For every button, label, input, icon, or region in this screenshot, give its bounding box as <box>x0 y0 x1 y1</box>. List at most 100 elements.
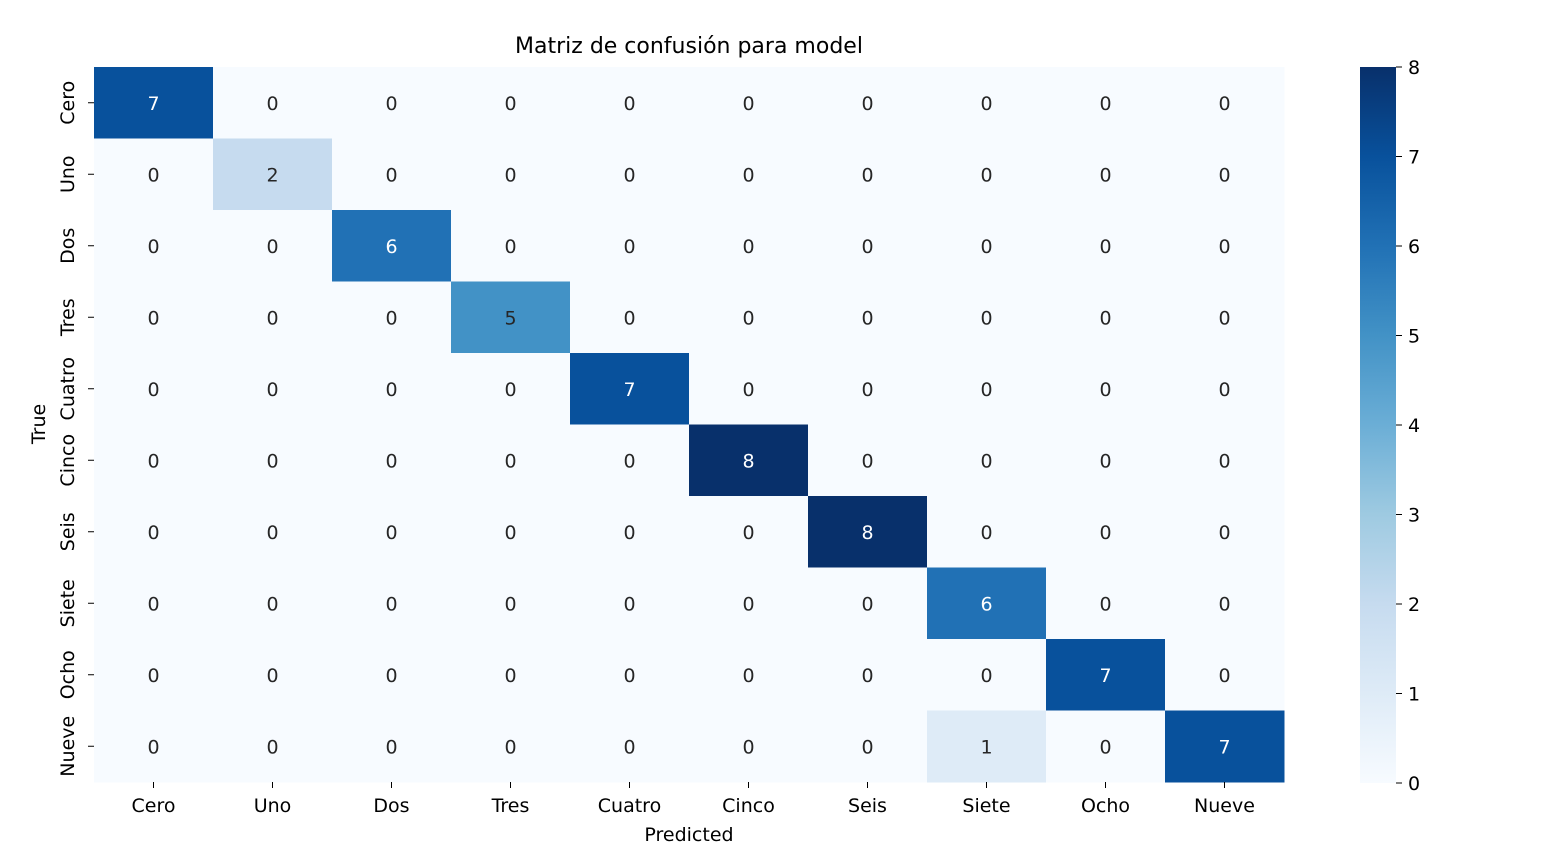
cell-value-label: 0 <box>623 450 635 472</box>
x-tick-label: Cero <box>132 795 176 817</box>
heatmap-cell <box>94 210 214 282</box>
heatmap-cell <box>570 210 690 282</box>
heatmap-cell <box>213 639 333 711</box>
x-tick-label: Dos <box>373 795 409 817</box>
cell-value-label: 0 <box>385 593 397 615</box>
heatmap-cell <box>1046 424 1166 497</box>
cell-value-label: 0 <box>266 379 278 401</box>
heatmap-cell <box>94 710 214 783</box>
heatmap-cell <box>927 353 1047 425</box>
heatmap-cell <box>1165 567 1285 640</box>
cell-value-label: 0 <box>1218 665 1230 687</box>
y-tick-label: Cero <box>57 81 79 125</box>
heatmap-cell <box>927 710 1047 783</box>
cell-value-label: 0 <box>266 522 278 544</box>
cell-value-label: 0 <box>1099 93 1111 115</box>
colorbar-tick-label: 6 <box>1408 236 1420 258</box>
x-tick-label: Ocho <box>1081 795 1130 817</box>
cell-value-label: 0 <box>147 379 159 401</box>
heatmap-cell <box>1046 353 1166 425</box>
cell-value-label: 0 <box>266 236 278 258</box>
cell-value-label: 0 <box>504 93 516 115</box>
cell-value-label: 0 <box>504 450 516 472</box>
heatmap-cell <box>570 138 690 211</box>
y-tick-label: Uno <box>57 155 79 193</box>
heatmap-cell <box>570 353 690 425</box>
heatmap-cell <box>689 639 809 711</box>
heatmap-cell <box>1165 138 1285 211</box>
heatmap-cell <box>1165 496 1285 568</box>
cell-value-label: 0 <box>1218 164 1230 186</box>
cell-value-label: 0 <box>980 450 992 472</box>
cell-value-label: 0 <box>266 93 278 115</box>
cell-value-label: 0 <box>1099 379 1111 401</box>
heatmap-cell <box>332 567 452 640</box>
cell-value-label: 0 <box>861 665 873 687</box>
y-tick-label: Cinco <box>57 434 79 487</box>
heatmap-cell <box>94 138 214 211</box>
heatmap-cell <box>689 138 809 211</box>
heatmap-cell <box>94 353 214 425</box>
y-tick-label: Siete <box>57 579 79 627</box>
cell-value-label: 0 <box>623 236 635 258</box>
cell-value-label: 7 <box>147 93 159 115</box>
heatmap-cell <box>689 496 809 568</box>
y-tick-label: Seis <box>57 512 79 551</box>
cell-value-label: 0 <box>861 379 873 401</box>
cell-value-label: 0 <box>266 665 278 687</box>
colorbar-tick-label: 0 <box>1408 773 1420 795</box>
heatmap-cell <box>927 210 1047 282</box>
heatmap-cell <box>451 567 571 640</box>
x-axis-ticks: Cero Uno Dos Tres Cuatro Cinco Seis Siete Ocho Nu… <box>132 782 1255 817</box>
heatmap-cell <box>332 210 452 282</box>
y-axis-ticks: Cero Uno Dos Tres Cuatro Cinco Seis Siete Ocho Nu… <box>57 81 94 777</box>
cell-value-label: 0 <box>1218 236 1230 258</box>
heatmap-cell <box>1046 281 1166 354</box>
cell-value-label: 0 <box>147 307 159 329</box>
cell-value-label: 0 <box>742 307 754 329</box>
cell-value-label: 0 <box>266 736 278 758</box>
cell-value-label: 0 <box>861 307 873 329</box>
cell-value-label: 0 <box>1099 164 1111 186</box>
heatmap-cell <box>689 281 809 354</box>
cell-value-label: 0 <box>980 236 992 258</box>
cell-value-label: 0 <box>980 164 992 186</box>
cell-value-label: 0 <box>504 379 516 401</box>
heatmap-cell <box>927 138 1047 211</box>
cell-value-label: 0 <box>147 450 159 472</box>
cell-value-label: 0 <box>504 665 516 687</box>
heatmap-cell <box>332 639 452 711</box>
cell-value-label: 0 <box>861 93 873 115</box>
cell-value-label: 2 <box>266 164 278 186</box>
heatmap-cell <box>213 496 333 568</box>
cell-value-label: 0 <box>980 665 992 687</box>
heatmap-cell <box>689 424 809 497</box>
cell-value-label: 0 <box>742 736 754 758</box>
cell-value-label: 0 <box>1218 450 1230 472</box>
cell-value-label: 0 <box>504 736 516 758</box>
cell-value-label: 0 <box>623 93 635 115</box>
cell-value-label: 0 <box>623 522 635 544</box>
cell-value-label: 0 <box>147 736 159 758</box>
cell-value-label: 0 <box>385 307 397 329</box>
cell-value-label: 0 <box>385 93 397 115</box>
heatmap-cell <box>1046 138 1166 211</box>
cell-value-label: 0 <box>980 379 992 401</box>
heatmap-cell <box>1046 639 1166 711</box>
heatmap-cell <box>332 67 452 139</box>
heatmap-cell <box>689 567 809 640</box>
heatmap-cell <box>808 138 928 211</box>
cell-value-label: 0 <box>385 379 397 401</box>
cell-value-label: 7 <box>1218 736 1230 758</box>
cell-value-label: 0 <box>504 593 516 615</box>
heatmap-cell <box>94 496 214 568</box>
cell-value-label: 0 <box>1218 93 1230 115</box>
cell-value-label: 0 <box>980 307 992 329</box>
cell-annotations: 7 0 0 0 0 0 0 0 0 0 0 2 0 0 0 0 0 0 0 0 0 0 6 0 0 0 0 0 0 0 0 0 0 5 0 0 0 0 0 0… <box>147 93 1230 759</box>
cell-value-label: 0 <box>385 164 397 186</box>
heatmap-cell <box>808 281 928 354</box>
y-tick-label: Nueve <box>57 716 79 777</box>
heatmap-cell <box>1046 567 1166 640</box>
cell-value-label: 0 <box>1099 593 1111 615</box>
heatmap-cell <box>570 281 690 354</box>
